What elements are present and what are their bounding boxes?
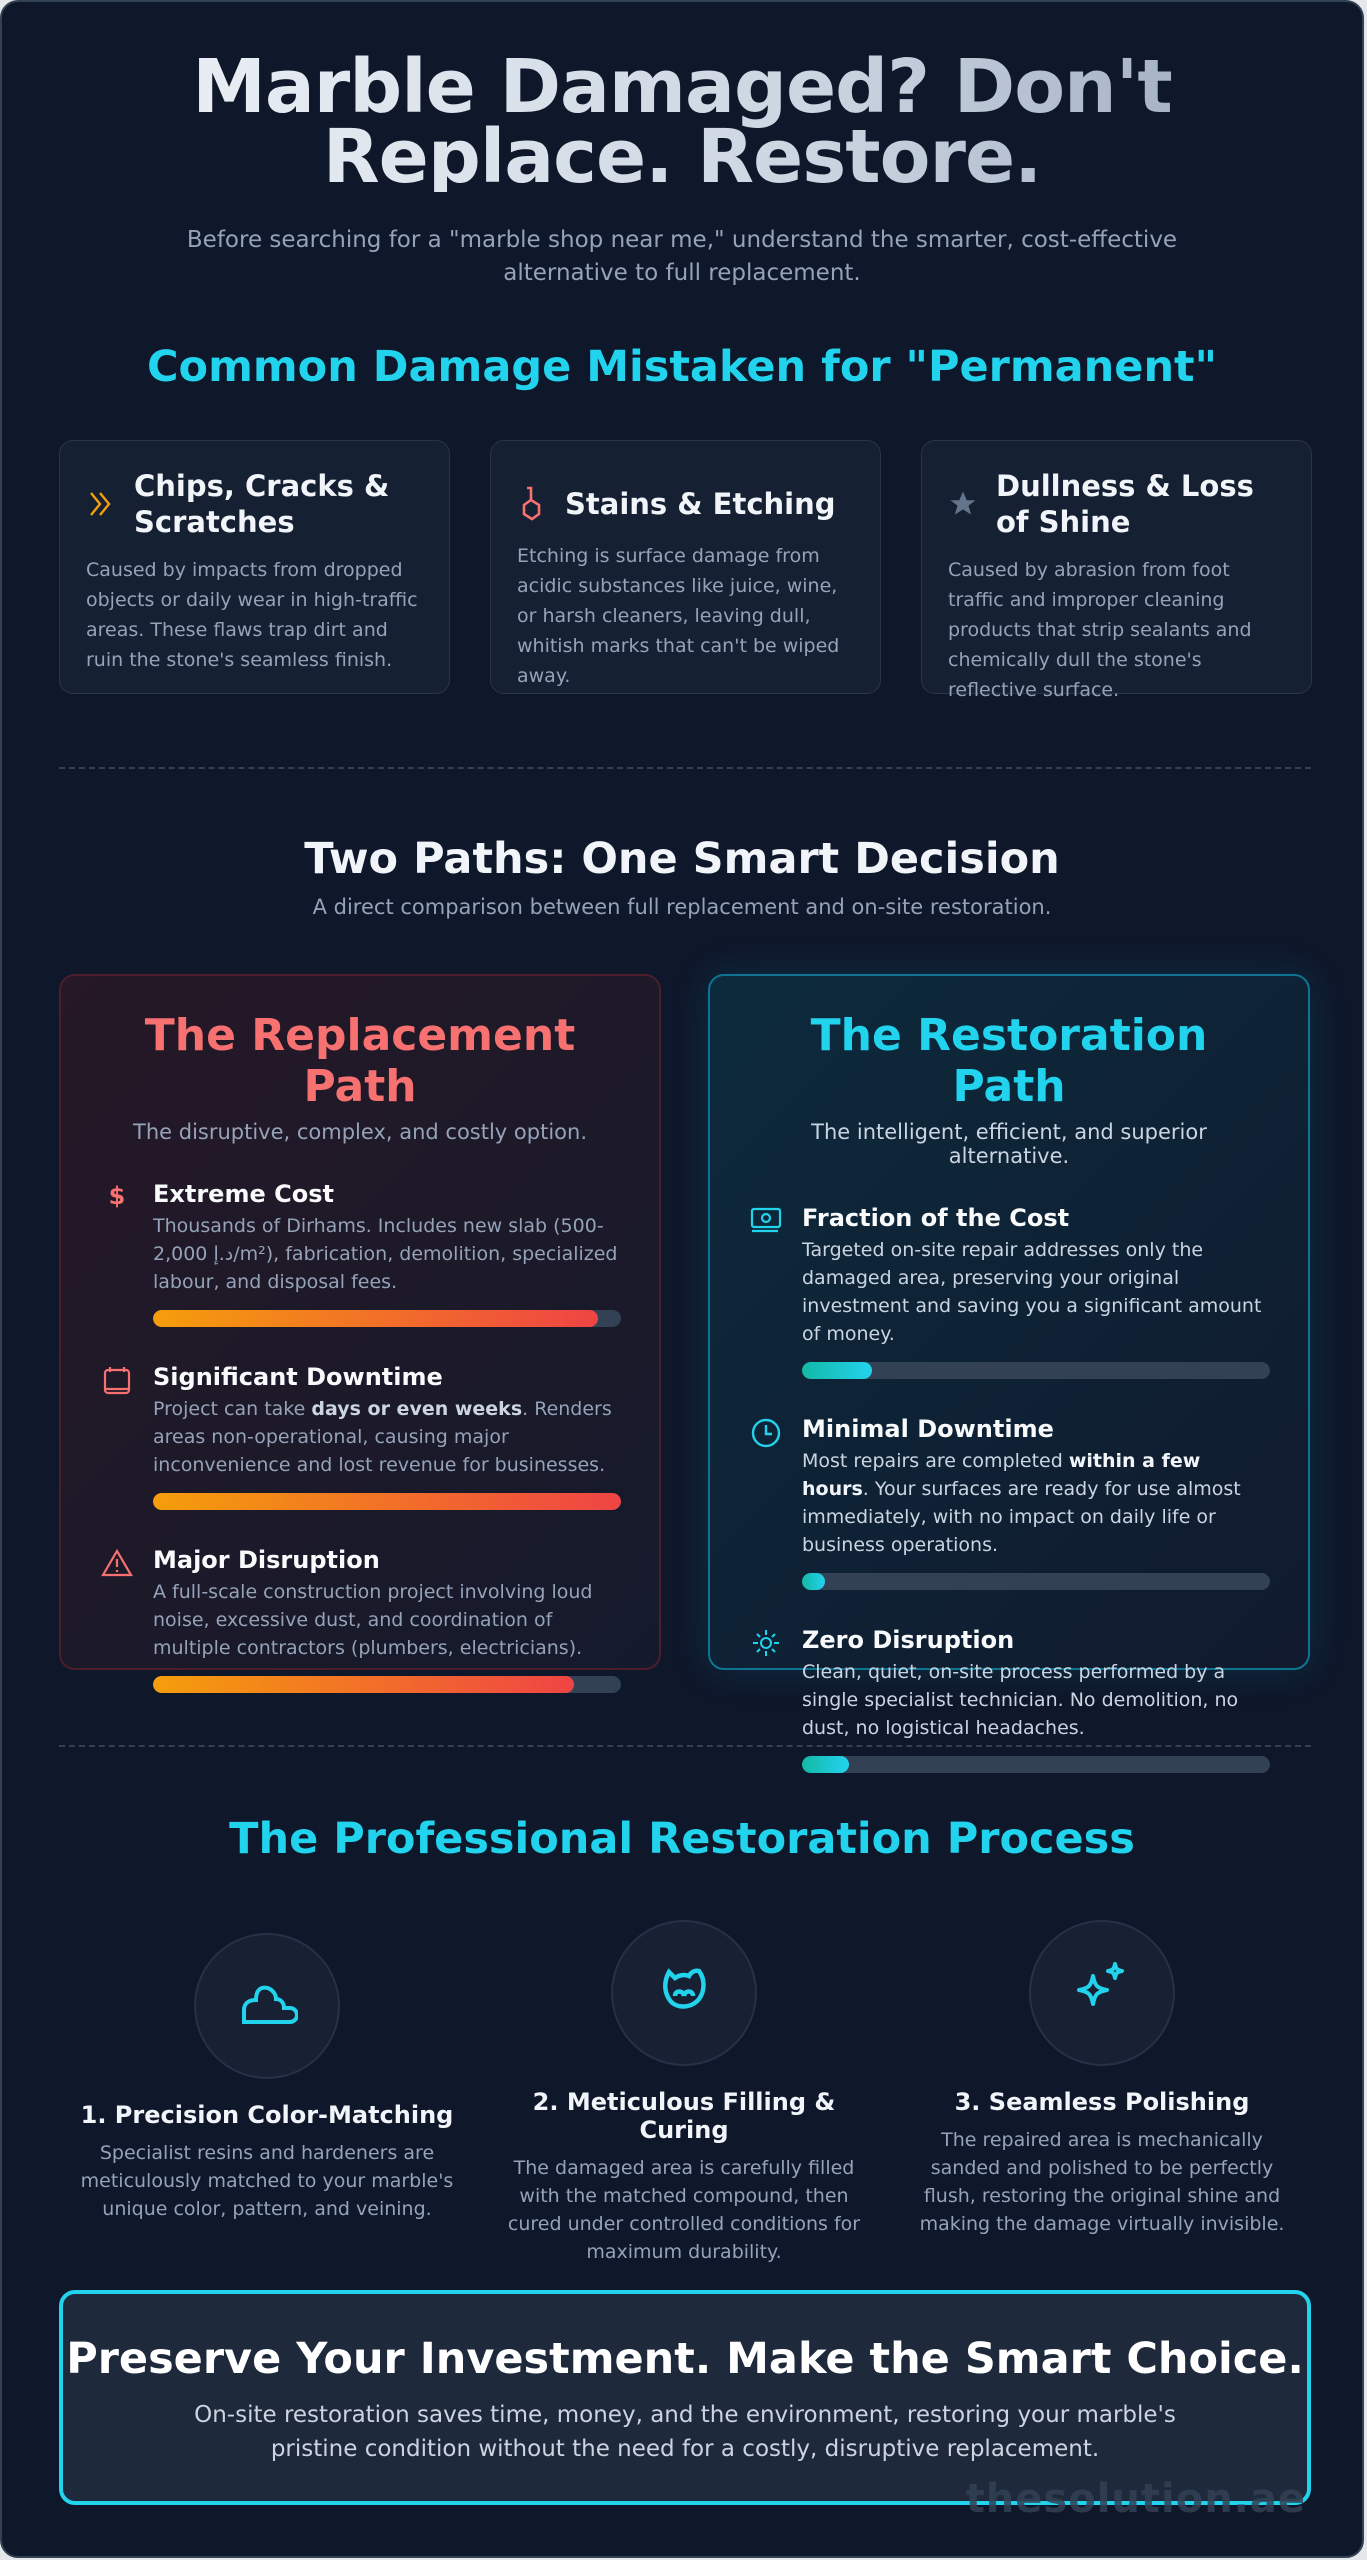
text-emphasis: days or even weeks [311, 1398, 523, 1420]
item-title: Fraction of the Cost [802, 1204, 1070, 1232]
item-text: Most repairs are completed within a few … [802, 1447, 1270, 1559]
path-item: Major Disruption A full-scale constructi… [99, 1546, 621, 1693]
card-title: Stains & Etching [565, 487, 836, 521]
chevrons-icon [86, 489, 116, 519]
item-title: Minimal Downtime [802, 1415, 1054, 1443]
step-text: Specialist resins and hardeners are meti… [80, 2142, 454, 2220]
cost-level-bar [802, 1362, 1270, 1379]
clock-icon [748, 1415, 784, 1590]
paths-section-subtitle: A direct comparison between full replace… [312, 895, 1052, 919]
hero-subtitle: Before searching for a "marble shop near… [186, 227, 1178, 286]
cloud-icon [236, 1982, 299, 2030]
disruption-level-bar [802, 1756, 1270, 1773]
cta-text: On-site restoration saves time, money, a… [194, 2402, 1176, 2462]
path-title: The Replacement Path [144, 1010, 576, 1112]
path-item: Minimal Downtime Most repairs are comple… [748, 1415, 1270, 1590]
damage-section-title: Common Damage Mistaken for "Permanent" [146, 342, 1218, 392]
path-title: The Restoration Path [810, 1010, 1208, 1112]
bar-fill [802, 1362, 873, 1379]
process-step: 2. Meticulous Filling & Curing The damag… [494, 1920, 874, 2266]
fill-icon [655, 1962, 713, 2024]
bar-fill [153, 1676, 575, 1693]
bar-fill [153, 1310, 598, 1327]
downtime-level-bar [153, 1493, 621, 1510]
item-text: Thousands of Dirhams. Includes new slab … [153, 1215, 618, 1293]
item-title: Zero Disruption [802, 1626, 1015, 1654]
step-title: 2. Meticulous Filling & Curing [532, 2088, 836, 2144]
text-part: Project can take [153, 1398, 312, 1420]
section-divider [59, 1745, 1311, 1747]
process-section-title: The Professional Restoration Process [229, 1814, 1135, 1864]
card-text: Caused by abrasion from foot traffic and… [948, 559, 1252, 701]
restoration-path-card: The Restoration Path The intelligent, ef… [708, 974, 1310, 1773]
item-title: Significant Downtime [153, 1363, 443, 1391]
flask-icon [517, 486, 547, 522]
path-item: Significant Downtime Project can take da… [99, 1363, 621, 1510]
disruption-level-bar [153, 1676, 621, 1693]
step-title: 3. Seamless Polishing [954, 2088, 1250, 2116]
damage-card: Chips, Cracks & Scratches Caused by impa… [59, 440, 450, 694]
cta-title: Preserve Your Investment. Make the Smart… [66, 2334, 1304, 2384]
item-text: A full-scale construction project involv… [153, 1581, 593, 1659]
text-part: . Your surfaces are ready for use almost… [802, 1478, 1241, 1556]
card-title: Chips, Cracks & Scratches [134, 469, 390, 539]
warning-icon [99, 1546, 135, 1693]
dollar-icon: $ [108, 1182, 126, 1210]
item-text: Project can take days or even weeks. Ren… [153, 1395, 621, 1479]
step-text: The repaired area is mechanically sanded… [919, 2129, 1285, 2235]
watermark: thesolution.ae [965, 2476, 1306, 2522]
damage-cards: Chips, Cracks & Scratches Caused by impa… [59, 440, 1312, 701]
step-icon-circle [611, 1920, 757, 2066]
path-item: Fraction of the Cost Targeted on-site re… [748, 1204, 1270, 1379]
step-icon-circle [1029, 1920, 1175, 2066]
sun-icon [748, 1626, 784, 1773]
text-emphasis: within a few hours [802, 1450, 1201, 1500]
path-item: Zero Disruption Clean, quiet, on-site pr… [748, 1626, 1270, 1773]
path-subtitle: The intelligent, efficient, and superior… [811, 1120, 1207, 1168]
replacement-path-card: The Replacement Path The disruptive, com… [59, 974, 661, 1693]
text-part: Most repairs are completed [802, 1450, 1069, 1472]
bar-fill [802, 1756, 849, 1773]
card-text: Caused by impacts from dropped objects o… [86, 559, 418, 671]
call-to-action-box: Preserve Your Investment. Make the Smart… [59, 2290, 1311, 2505]
damage-card: Stains & Etching Etching is surface dama… [490, 440, 881, 694]
bar-fill [802, 1573, 826, 1590]
item-title: Major Disruption [153, 1546, 380, 1574]
step-icon-circle [194, 1933, 340, 2079]
hero-title: Marble Damaged? Don't Replace. Restore. [2, 50, 1362, 194]
cost-level-bar [153, 1310, 621, 1327]
section-divider [59, 767, 1311, 769]
card-text: Etching is surface damage from acidic su… [517, 545, 840, 687]
money-icon [748, 1204, 784, 1379]
path-subtitle: The disruptive, complex, and costly opti… [133, 1120, 587, 1144]
item-text: Clean, quiet, on-site process performed … [802, 1661, 1239, 1739]
item-text: Targeted on-site repair addresses only t… [802, 1239, 1262, 1345]
step-title: 1. Precision Color-Matching [80, 2101, 454, 2129]
card-title: Dullness & Loss of Shine [996, 469, 1254, 539]
item-title: Extreme Cost [153, 1180, 334, 1208]
process-step: 1. Precision Color-Matching Specialist r… [77, 1933, 457, 2223]
path-item: $ Extreme Cost Thousands of Dirhams. Inc… [99, 1180, 621, 1327]
process-step: 3. Seamless Polishing The repaired area … [912, 1920, 1292, 2238]
bar-fill [153, 1493, 621, 1510]
text-part: . Renders areas non-operational, causing… [153, 1398, 612, 1476]
damage-card: Dullness & Loss of Shine Caused by abras… [921, 440, 1312, 701]
star-icon [948, 489, 978, 519]
step-text: The damaged area is carefully filled wit… [507, 2157, 861, 2263]
sparkles-icon [1069, 1958, 1135, 2028]
calendar-icon [99, 1363, 135, 1510]
downtime-level-bar [802, 1573, 1270, 1590]
paths-section-title: Two Paths: One Smart Decision [304, 834, 1060, 884]
